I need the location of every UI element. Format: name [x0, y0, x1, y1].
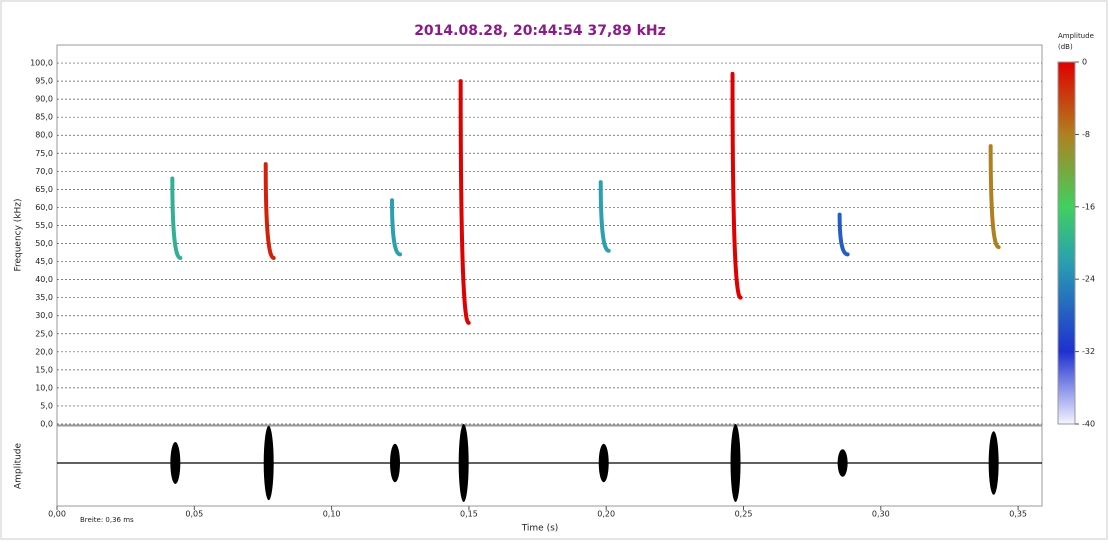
y-tick-label: 25,0	[35, 329, 53, 338]
y-tick-label: 5,0	[40, 401, 53, 410]
call-trace	[598, 180, 611, 253]
waveform-burst	[263, 425, 274, 501]
y-tick-label: 0,0	[40, 420, 53, 429]
colorbar	[1057, 61, 1076, 425]
x-tick-label: 0,10	[323, 510, 341, 519]
x-tick-label: 0,05	[185, 510, 203, 519]
waveform-burst	[988, 431, 999, 495]
waveform-burst	[837, 449, 848, 477]
spectrogram-area	[56, 44, 1043, 426]
colorbar-tick-label: -16	[1082, 202, 1095, 211]
y-tick-label: 90,0	[35, 95, 53, 104]
x-axis-label: Time (s)	[521, 524, 559, 534]
colorbar-tick-label: -24	[1082, 275, 1095, 284]
y-tick-label: 20,0	[35, 347, 53, 356]
colorbar-tick-label: -40	[1082, 420, 1095, 429]
call-trace	[263, 162, 276, 260]
footnote: Breite: 0,36 ms	[80, 516, 134, 524]
y-tick-label: 55,0	[35, 221, 53, 230]
call-trace	[837, 212, 850, 257]
waveform-burst	[730, 424, 741, 502]
waveform-burst	[390, 443, 401, 483]
x-tick-label: 0,00	[48, 510, 66, 519]
x-tick-label: 0,25	[735, 510, 753, 519]
y-tick-label: 75,0	[35, 149, 53, 158]
waveform-area	[56, 425, 1043, 507]
x-tick-label: 0,15	[460, 510, 478, 519]
colorbar-tick-label: -8	[1082, 130, 1090, 139]
x-tick-label: 0,35	[1009, 510, 1027, 519]
waveform-burst	[170, 442, 181, 484]
y-tick-label: 95,0	[35, 77, 53, 86]
waveform-label: Amplitude	[14, 442, 24, 489]
y-tick-label: 80,0	[35, 131, 53, 140]
colorbar-unit: (dB)	[1058, 43, 1073, 51]
waveform-burst	[598, 443, 609, 483]
y-tick-label: 70,0	[35, 167, 53, 176]
call-trace	[390, 198, 403, 257]
chart-title: 2014.08.28, 20:44:54 37,89 kHz	[414, 23, 666, 39]
y-tick-label: 45,0	[35, 257, 53, 266]
colorbar-title: Amplitude	[1058, 32, 1094, 40]
x-tick-label: 0,20	[597, 510, 615, 519]
call-trace	[988, 144, 1001, 250]
call-trace	[170, 176, 183, 260]
y-tick-label: 65,0	[35, 185, 53, 194]
y-tick-label: 85,0	[35, 113, 53, 122]
y-axis-label: Frequency (kHz)	[14, 198, 24, 271]
call-trace	[730, 71, 743, 300]
y-tick-label: 30,0	[35, 311, 53, 320]
y-tick-label: 50,0	[35, 239, 53, 248]
y-tick-label: 60,0	[35, 203, 53, 212]
y-tick-label: 35,0	[35, 293, 53, 302]
x-tick-label: 0,30	[872, 510, 890, 519]
waveform-burst	[458, 424, 469, 502]
colorbar-tick-label: -32	[1082, 347, 1095, 356]
y-tick-label: 40,0	[35, 275, 53, 284]
call-trace	[458, 79, 471, 325]
colorbar-tick-label: 0	[1082, 58, 1087, 67]
y-tick-label: 10,0	[35, 383, 53, 392]
y-tick-label: 15,0	[35, 365, 53, 374]
y-tick-label: 100,0	[30, 59, 53, 68]
